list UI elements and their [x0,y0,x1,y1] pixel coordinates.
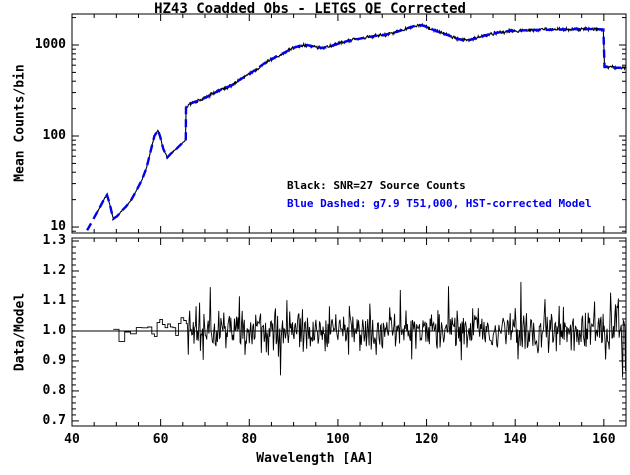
tick-label: 40 [64,432,80,447]
tick-label: 60 [152,432,169,447]
tick-label: 100 [326,432,350,447]
legend-text-blue-model: Blue Dashed: g7.9 T51,000, HST-corrected… [287,197,592,210]
tick-label: 1000 [34,36,66,52]
tick-label: 0.9 [42,352,66,368]
tick-label: 0.8 [42,382,66,398]
tick-label: 80 [241,432,258,447]
tick-label: 1.3 [42,232,66,248]
tick-label: 1.0 [42,322,66,338]
tick-label: 160 [592,432,616,447]
tick-label: 0.7 [42,412,66,428]
chart-title: HZ43 Coadded Obs - LETGS QE Corrected [154,1,466,17]
y-axis-label-counts: Mean Counts/bin [12,64,28,182]
tick-label: 100 [42,128,66,143]
legend-text-black-data: Black: SNR=27 Source Counts [287,179,466,192]
tick-label: 1.1 [42,292,66,308]
tick-label: 10 [50,219,66,235]
tick-label: 120 [414,432,439,447]
tick-label: 1.2 [42,262,66,278]
x-axis-label: Wavelength [AA] [256,451,374,466]
tick-label: 140 [503,432,527,447]
